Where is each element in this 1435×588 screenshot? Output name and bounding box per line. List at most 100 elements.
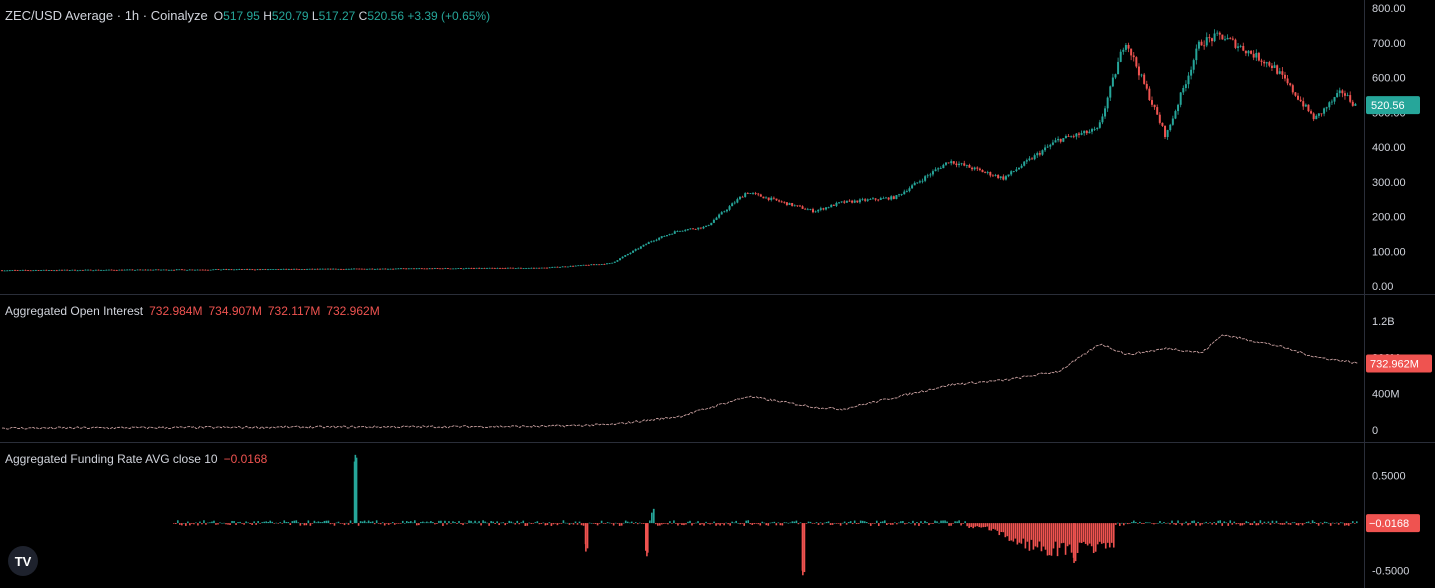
fr-bar (1217, 520, 1220, 524)
candle-body (890, 196, 893, 200)
candle-body (931, 171, 934, 175)
fr-bar (578, 521, 581, 524)
candle-body (1291, 85, 1294, 93)
fr-bar (219, 522, 221, 524)
fr-bar (566, 522, 569, 524)
candle-body (128, 269, 131, 271)
candle-body (293, 268, 296, 270)
candle-body (679, 230, 681, 232)
fr-bar (769, 522, 772, 524)
candle-body (256, 269, 259, 271)
candle-body (1177, 104, 1180, 112)
fr-tick-label: 0.5000 (1372, 471, 1406, 483)
candle-body (144, 269, 147, 271)
candle-body (1255, 52, 1258, 58)
candle-body (1169, 124, 1172, 131)
candle-body (1083, 130, 1086, 134)
fr-bar (1149, 522, 1151, 524)
candle-body (162, 269, 165, 271)
oi-legend: Aggregated Open Interest 732.984M 734.90… (5, 304, 380, 318)
fr-bar (1062, 523, 1065, 543)
candle-body (504, 268, 507, 269)
fr-bar (255, 523, 257, 525)
candle-body (517, 267, 520, 269)
candle-body (280, 269, 283, 270)
candle-body (149, 269, 152, 271)
fr-bar (968, 523, 970, 528)
candle-body (452, 268, 455, 270)
fr-bar (1127, 523, 1129, 525)
fr-bar (661, 523, 663, 525)
fr-bar (665, 523, 667, 524)
fr-bar (446, 523, 448, 525)
candle-body (720, 212, 723, 215)
fr-bar (1231, 523, 1234, 525)
candle-body (493, 268, 496, 269)
candle-body (851, 200, 854, 203)
fr-bar (245, 521, 247, 524)
candle-body (759, 194, 762, 197)
candle-body (1104, 108, 1107, 117)
fr-bar (647, 523, 649, 553)
fr-bar (357, 523, 360, 526)
fr-bar (496, 521, 498, 524)
candle-body (1135, 57, 1138, 67)
fr-bar (552, 523, 555, 525)
fr-bar (616, 523, 619, 524)
fr-bar (1034, 523, 1037, 547)
fr-bar (914, 523, 916, 526)
candle-body (929, 174, 932, 176)
fr-bar (657, 523, 659, 526)
candle-body (1148, 88, 1151, 101)
fr-bar (209, 522, 211, 524)
candle-body (389, 268, 392, 270)
fr-bar (1104, 523, 1107, 549)
fr-bar (984, 523, 987, 528)
candle-body (102, 269, 105, 271)
fr-bar (1026, 523, 1029, 542)
fr-bar (464, 522, 466, 524)
fr-bar (395, 523, 398, 524)
candle-body (1320, 113, 1323, 115)
fr-bar (325, 520, 328, 524)
candle-body (697, 227, 700, 230)
fr-bar (998, 523, 1001, 536)
candle-body (107, 269, 110, 271)
fr-bar (1086, 523, 1089, 546)
candle-body (71, 269, 74, 271)
fr-bar (422, 521, 424, 524)
candle-body (681, 230, 684, 232)
candle-body (399, 268, 402, 270)
candle-body (509, 267, 512, 269)
last-oi-label: 732.962M (1370, 358, 1419, 370)
candle-body (1260, 60, 1263, 62)
candle-body (702, 226, 705, 229)
fr-bar (793, 521, 796, 524)
candle-body (457, 268, 460, 269)
fr-bar (1060, 523, 1063, 544)
ohlc-values: O517.95 H520.79 L517.27 C520.56 +3.39 (+… (213, 8, 491, 23)
fr-bar (249, 523, 251, 524)
fr-bar (1141, 523, 1143, 524)
fr-bar (568, 523, 571, 525)
candle-body (767, 197, 770, 200)
candle-body (358, 268, 361, 270)
fr-bar (1159, 521, 1161, 524)
fr-bar (829, 523, 832, 525)
candle-body (1062, 138, 1065, 142)
fr-bar (839, 523, 842, 526)
candle-body (707, 225, 710, 226)
candle-body (1328, 102, 1331, 108)
tradingview-logo-icon[interactable]: TV (8, 546, 38, 576)
fr-bar (881, 521, 884, 524)
fr-bar (259, 523, 261, 524)
fr-bar (1147, 522, 1149, 524)
candle-body (645, 243, 648, 245)
candle-body (1080, 133, 1083, 135)
candle-body (1174, 111, 1177, 119)
fr-bar (1012, 523, 1015, 542)
fr-bar (795, 520, 798, 524)
candle-body (1038, 153, 1041, 155)
fr-spike-bar (646, 523, 648, 557)
